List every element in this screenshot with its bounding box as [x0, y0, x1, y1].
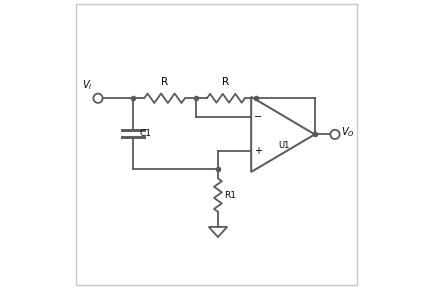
Text: −: − — [254, 112, 262, 123]
Text: $V_O$: $V_O$ — [341, 125, 355, 139]
Text: U1: U1 — [279, 141, 290, 151]
Text: R: R — [222, 77, 229, 87]
Text: R: R — [161, 77, 168, 87]
Text: +: + — [255, 146, 262, 156]
Polygon shape — [251, 97, 315, 172]
Text: $V_I$: $V_I$ — [82, 79, 93, 92]
Text: R1: R1 — [224, 190, 236, 200]
Text: C1: C1 — [139, 129, 151, 138]
